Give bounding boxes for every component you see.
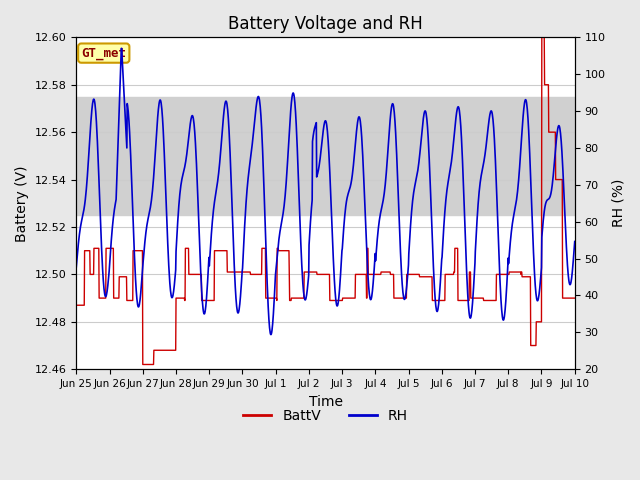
BattV [512, 269, 520, 275]
BattV [172, 348, 179, 353]
Line: BattV: BattV [76, 37, 575, 364]
RH [239, 251, 247, 257]
Y-axis label: RH (%): RH (%) [611, 179, 625, 228]
BattV [571, 295, 579, 301]
X-axis label: Time: Time [308, 395, 342, 408]
RH [267, 332, 275, 337]
BattV [72, 302, 80, 308]
BattV [184, 245, 191, 251]
RH [118, 46, 125, 51]
Legend: BattV, RH: BattV, RH [238, 404, 413, 429]
RH [172, 271, 179, 277]
BattV [468, 295, 476, 301]
Title: Battery Voltage and RH: Battery Voltage and RH [228, 15, 423, 33]
RH [468, 304, 476, 310]
RH [571, 239, 579, 244]
BattV [139, 361, 147, 367]
Bar [76, 96, 575, 215]
RH [72, 264, 80, 270]
BattV [403, 272, 411, 277]
Line: RH: RH [76, 48, 575, 335]
RH [403, 279, 411, 285]
RH [184, 145, 191, 151]
RH [513, 199, 520, 205]
Y-axis label: Battery (V): Battery (V) [15, 165, 29, 241]
BattV [239, 269, 247, 275]
Text: GT_met: GT_met [81, 47, 126, 60]
BattV [538, 35, 546, 40]
